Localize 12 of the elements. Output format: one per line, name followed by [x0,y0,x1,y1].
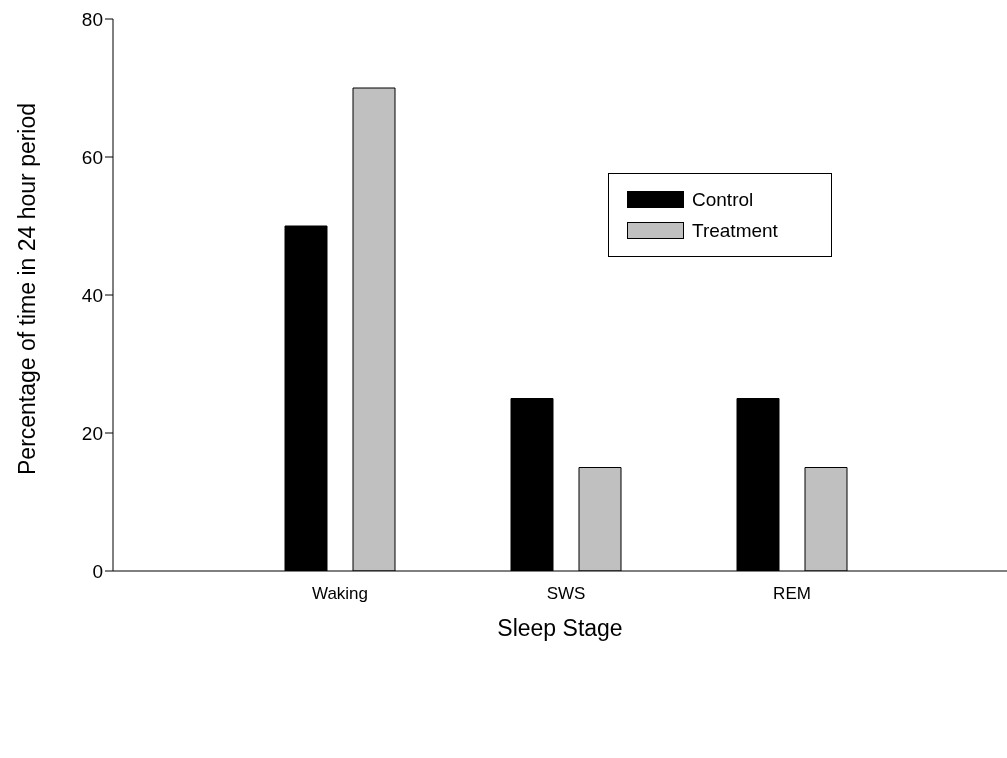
legend-label: Treatment [692,219,778,242]
y-tick-label: 40 [81,284,103,306]
legend-label: Control [692,188,754,211]
y-axis-title: Percentage of time in 24 hour period [14,102,41,475]
y-tick-label: 60 [81,146,103,168]
x-tick-label: REM [773,584,811,604]
y-tick-label: 20 [81,422,103,444]
y-tick-label: 0 [92,560,103,582]
x-axis-title: Sleep Stage [497,615,623,641]
y-tick-label: 80 [81,8,103,30]
x-tick-label: SWS [546,584,586,604]
x-tick-label: Waking [311,584,369,604]
